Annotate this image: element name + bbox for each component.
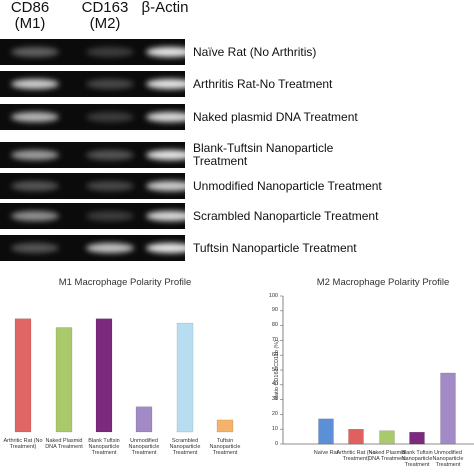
x-tick-label: Unmodified Nanoparticle Treatment bbox=[432, 450, 464, 468]
y-tick-label: 70 bbox=[271, 336, 278, 343]
y-tick-label: 80 bbox=[271, 322, 278, 329]
bar bbox=[348, 429, 364, 445]
y-axis-label: Ratio CD163:CD11b (%) bbox=[274, 340, 280, 400]
gel-band bbox=[11, 243, 59, 253]
gel-row-label: Scrambled Nanoparticle Treatment bbox=[193, 208, 379, 223]
y-tick-label: 40 bbox=[271, 381, 278, 388]
gel-band bbox=[11, 47, 59, 57]
x-tick-label: Blank Tuftsin Nanoparticle Treatment bbox=[401, 450, 433, 468]
gel-band bbox=[86, 112, 134, 122]
y-tick-label: 20 bbox=[271, 410, 278, 417]
bar bbox=[440, 372, 456, 445]
chart-title: M2 Macrophage Polarity Profile bbox=[316, 277, 450, 288]
bar bbox=[135, 406, 153, 433]
bar bbox=[14, 318, 32, 433]
x-tick-label: Arthritic Rat (No Treatment) bbox=[336, 450, 376, 462]
x-tick-label: Naïve Rat bbox=[313, 450, 339, 456]
gel-band bbox=[11, 211, 59, 221]
gel-band bbox=[146, 150, 194, 160]
x-tick-label: Naked Plasmid DNA Treatment bbox=[45, 438, 83, 450]
x-tick-label: Unmodified Nanoparticle Treatment bbox=[128, 438, 160, 456]
x-tick-label: Arthritic Rat (No Treatment) bbox=[3, 438, 43, 450]
gel-band bbox=[146, 112, 194, 122]
gel-band bbox=[86, 211, 134, 221]
bar bbox=[216, 419, 234, 433]
gel-band bbox=[146, 211, 194, 221]
gel-band bbox=[146, 47, 194, 57]
bar bbox=[409, 431, 425, 445]
bar bbox=[379, 430, 395, 445]
gel-band bbox=[146, 181, 194, 191]
y-tick-label: 30 bbox=[271, 396, 278, 403]
gel-row-label: Naïve Rat (No Arthritis) bbox=[193, 44, 317, 59]
y-tick-label: 10 bbox=[271, 425, 278, 432]
gel-band bbox=[86, 243, 134, 253]
gel-column-header: β-Actin bbox=[141, 0, 189, 16]
gel-column-header: CD163 (M2) bbox=[81, 0, 129, 32]
gel-column-header: CD86 (M1) bbox=[10, 0, 50, 32]
bar bbox=[176, 322, 194, 433]
gel-row-label: Tuftsin Nanoparticle Treatment bbox=[193, 240, 357, 255]
bar bbox=[318, 418, 334, 445]
gel-band bbox=[146, 79, 194, 89]
x-tick-label: Blank Tuftsin Nanoparticle Treatment bbox=[88, 438, 120, 456]
gel-band bbox=[86, 47, 134, 57]
y-tick-label: 50 bbox=[271, 366, 278, 373]
gel-band bbox=[11, 112, 59, 122]
x-tick-label: Scrambled Nanoparticle Treatment bbox=[169, 438, 201, 456]
y-tick-label: 100 bbox=[268, 292, 278, 299]
y-tick-label: 90 bbox=[271, 307, 278, 314]
gel-row-label: Blank-Tuftsin Nanoparticle Treatment bbox=[193, 141, 334, 168]
gel-band bbox=[86, 79, 134, 89]
gel-band bbox=[11, 79, 59, 89]
gel-row-label: Naked plasmid DNA Treatment bbox=[193, 109, 358, 124]
bar bbox=[95, 318, 113, 433]
y-tick-label: 60 bbox=[271, 351, 278, 358]
x-tick-label: Tuftsin Nanoparticle Treatment bbox=[209, 438, 241, 456]
chart-title: M1 Macrophage Polarity Profile bbox=[58, 277, 192, 288]
gel-band bbox=[86, 150, 134, 160]
x-tick-label: Naked Plasmid DNA Treatment bbox=[368, 450, 406, 462]
bar bbox=[55, 327, 73, 433]
gel-band bbox=[146, 243, 194, 253]
gel-band bbox=[86, 181, 134, 191]
gel-row-label: Arthritis Rat-No Treatment bbox=[193, 76, 333, 91]
gel-band bbox=[11, 150, 59, 160]
gel-row-label: Unmodified Nanoparticle Treatment bbox=[193, 178, 382, 193]
y-tick-label: 0 bbox=[274, 440, 278, 447]
gel-band bbox=[11, 181, 59, 191]
